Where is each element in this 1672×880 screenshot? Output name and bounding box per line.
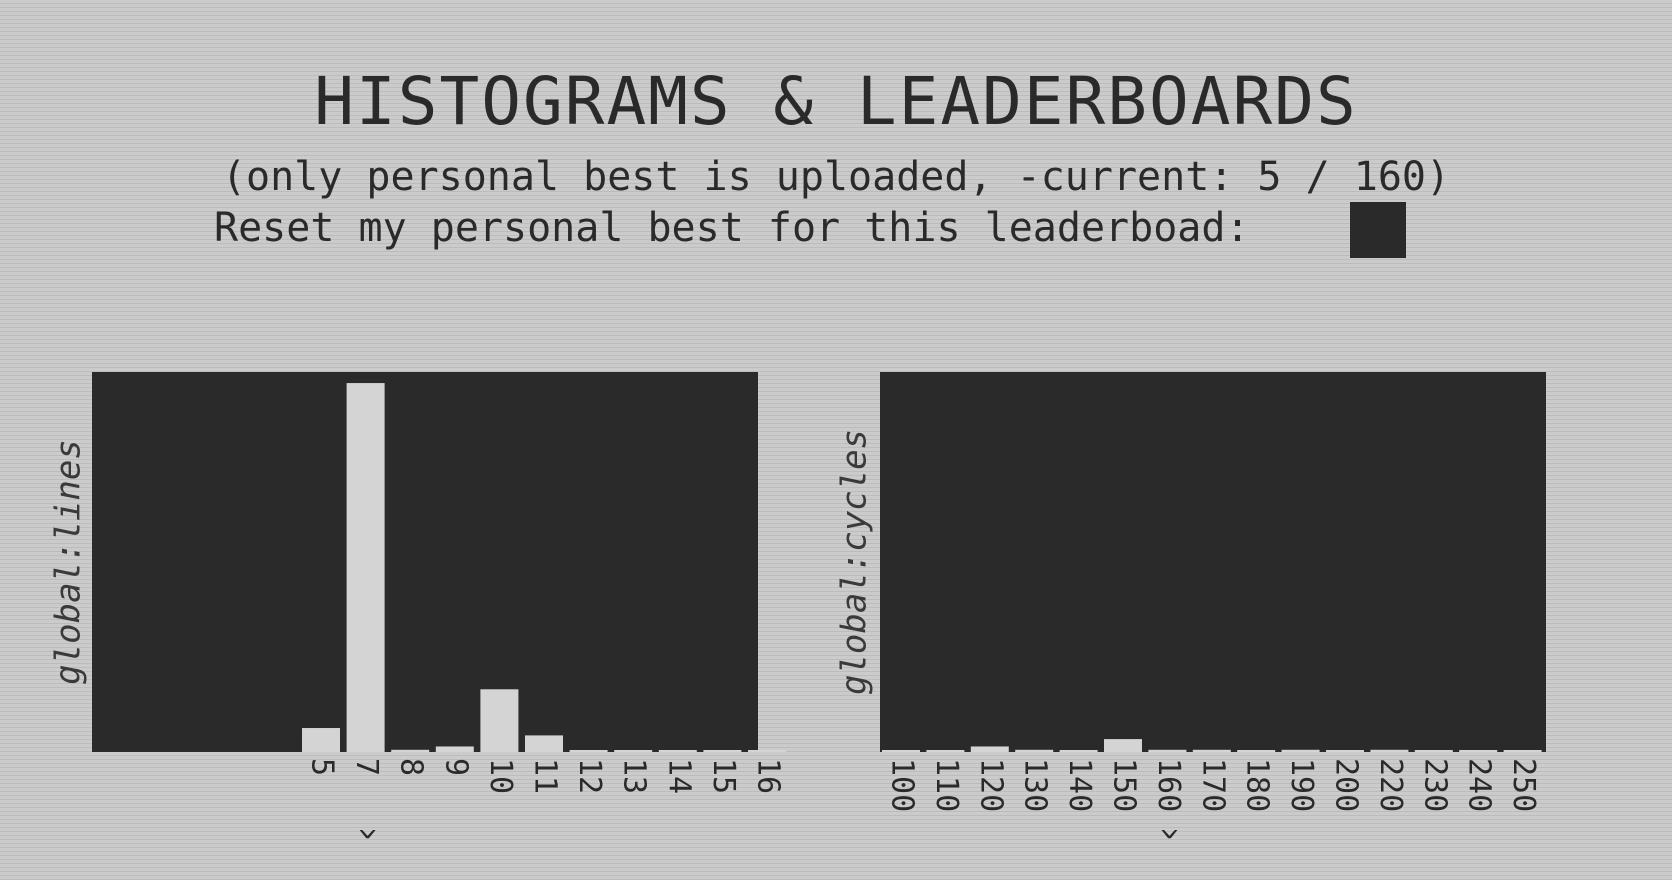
bar-150 xyxy=(1104,739,1142,752)
y-axis-label: global:cycles xyxy=(835,429,875,695)
tick-label-15: 15 xyxy=(706,758,741,794)
tick-label-160: 160 xyxy=(1151,758,1186,812)
bar-7 xyxy=(346,383,385,752)
current-score-marker: ^ xyxy=(359,808,377,843)
tick-label-170: 170 xyxy=(1195,758,1230,812)
cycles-histogram: 100 110 120 130 140 150 160^ 170 180 190 200 220 230… xyxy=(835,372,1546,843)
tick-label-7: 7 xyxy=(349,758,384,776)
current-score-marker: ^ xyxy=(1160,808,1178,843)
bar-240 xyxy=(1459,750,1498,752)
tick-label-150: 150 xyxy=(1107,758,1142,812)
page-title: HISTOGRAMS & LEADERBOARDS xyxy=(314,63,1358,140)
bar-170 xyxy=(1192,749,1231,752)
tick-label-110: 110 xyxy=(929,758,964,812)
tick-label-190: 190 xyxy=(1284,758,1319,812)
tick-label-100: 100 xyxy=(885,758,920,812)
bar-220 xyxy=(1370,749,1409,752)
plot-area xyxy=(92,372,758,752)
bar-120 xyxy=(970,746,1009,752)
bar-190 xyxy=(1281,749,1320,752)
bar-130 xyxy=(1015,749,1054,752)
bar-200 xyxy=(1326,750,1364,752)
bar-230 xyxy=(1414,750,1453,752)
bar-180 xyxy=(1237,750,1276,752)
bar-140 xyxy=(1059,750,1098,752)
bar-11 xyxy=(525,735,563,752)
tick-label-200: 200 xyxy=(1329,758,1364,812)
bar-13 xyxy=(614,750,653,752)
tick-label-16: 16 xyxy=(751,758,786,794)
tick-label-120: 120 xyxy=(973,758,1008,812)
page-subtitle: (only personal best is uploaded, -curren… xyxy=(221,154,1451,200)
bar-110 xyxy=(926,750,965,752)
bar-10 xyxy=(480,689,519,752)
plot-area xyxy=(880,372,1546,752)
bar-12 xyxy=(569,750,608,752)
tick-label-240: 240 xyxy=(1462,758,1497,812)
tick-label-130: 130 xyxy=(1018,758,1053,812)
tick-label-220: 220 xyxy=(1373,758,1408,812)
tick-label-13: 13 xyxy=(617,758,652,794)
tick-label-10: 10 xyxy=(483,758,518,794)
bar-15 xyxy=(703,750,742,752)
tick-label-12: 12 xyxy=(572,758,607,794)
bar-5 xyxy=(302,728,340,752)
bar-16 xyxy=(748,750,786,752)
y-axis-label: global:lines xyxy=(49,439,89,685)
tick-label-250: 250 xyxy=(1506,758,1541,812)
bar-100 xyxy=(882,750,920,752)
tick-label-230: 230 xyxy=(1417,758,1452,812)
tick-label-14: 14 xyxy=(661,758,696,794)
bar-160 xyxy=(1148,749,1187,752)
bar-8 xyxy=(391,749,430,752)
bar-250 xyxy=(1503,750,1542,752)
tick-label-180: 180 xyxy=(1240,758,1275,812)
tick-label-9: 9 xyxy=(438,758,473,776)
bar-14 xyxy=(658,750,697,752)
bar-9 xyxy=(435,746,474,752)
reset-personal-best-button[interactable] xyxy=(1350,202,1406,258)
tick-label-8: 8 xyxy=(394,758,429,776)
reset-label: Reset my personal best for this leaderbo… xyxy=(214,205,1250,251)
tick-label-5: 5 xyxy=(305,758,340,776)
tick-label-140: 140 xyxy=(1062,758,1097,812)
tick-label-11: 11 xyxy=(528,758,563,794)
